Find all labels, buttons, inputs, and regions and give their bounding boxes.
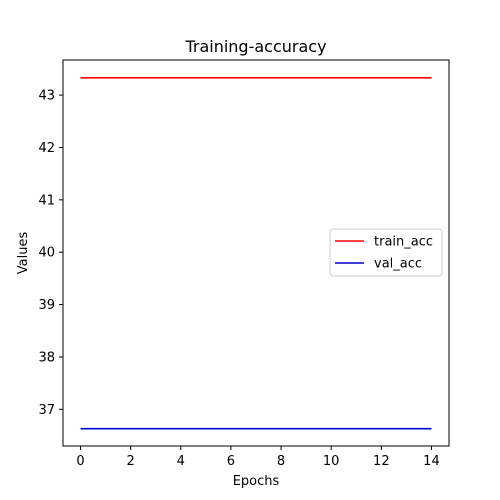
x-tick-label: 6 (227, 454, 235, 469)
y-tick-label: 43 (38, 89, 55, 104)
x-tick-label: 4 (177, 454, 185, 469)
x-tick-label: 12 (373, 454, 390, 469)
x-tick-label: 2 (127, 454, 135, 469)
x-tick-label: 14 (423, 454, 440, 469)
legend: train_acc val_acc (329, 228, 443, 277)
plot-frame (62, 59, 450, 447)
y-tick-label: 39 (38, 298, 55, 313)
y-tick-label: 37 (38, 403, 55, 418)
legend-label-train-acc: train_acc (374, 235, 433, 250)
x-axis: 0 2 4 6 8 10 12 14 (76, 446, 440, 469)
y-tick-label: 42 (38, 141, 55, 156)
plot-area (62, 59, 450, 447)
x-tick-label: 8 (277, 454, 285, 469)
legend-label-val-acc: val_acc (374, 257, 422, 272)
chart-title: Training-accuracy (184, 37, 326, 56)
x-tick-label: 0 (76, 454, 84, 469)
y-tick-label: 40 (38, 246, 55, 261)
series-layer (80, 77, 432, 430)
y-axis: 37 38 39 40 41 42 43 (38, 89, 63, 418)
y-tick-label: 41 (38, 193, 55, 208)
x-tick-label: 10 (323, 454, 340, 469)
y-axis-label: Values (16, 232, 31, 275)
y-tick-label: 38 (38, 350, 55, 365)
x-axis-label: Epochs (233, 474, 280, 489)
